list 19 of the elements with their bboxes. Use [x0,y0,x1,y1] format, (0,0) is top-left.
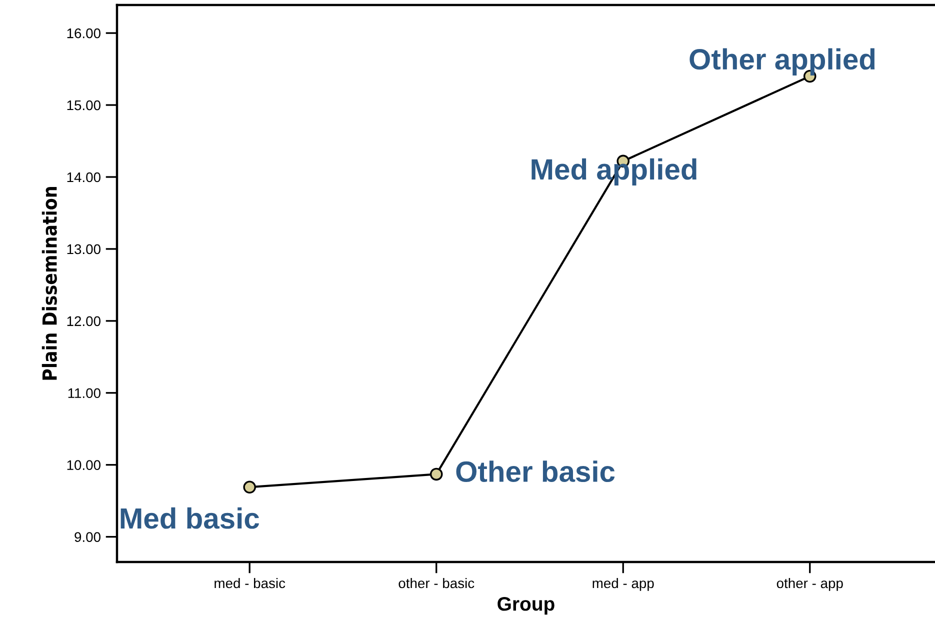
x-axis-title: Group [498,596,554,615]
point [430,468,443,481]
x-tick-label: other - app [776,578,843,591]
y-tick-label: 15.00 [67,100,100,110]
y-tick-label: 9.00 [74,532,100,542]
y-tick-label: 14.00 [67,172,100,182]
y-tick-label: 10.00 [67,460,100,470]
annotation: Other applied [690,48,875,76]
x-tick-label: med - basic [214,578,286,588]
y-tick-label: 16.00 [67,28,100,38]
annotation: Other basic [456,460,615,482]
y-tick-label: 12.00 [67,316,100,326]
y-tick-label: 11.00 [68,388,100,398]
y-axis-title: Plain Dissemination [42,187,57,380]
y-tick-label: 13.00 [67,244,100,254]
x-tick-label: med - app [592,578,654,591]
point [243,480,256,494]
x-tick-label: other - basic [398,578,474,588]
annotation: Med basic [120,507,260,529]
